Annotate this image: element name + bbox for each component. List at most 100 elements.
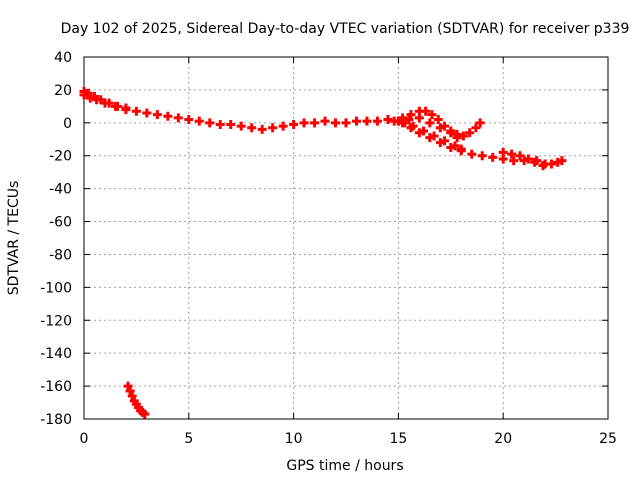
y-tick-label: -160 <box>40 379 72 395</box>
data-point <box>467 149 477 159</box>
data-point <box>247 123 257 133</box>
y-tick-label: -180 <box>40 412 72 428</box>
data-point <box>226 119 236 129</box>
data-point <box>127 391 137 401</box>
data-point <box>425 118 435 128</box>
data-point <box>131 106 141 116</box>
data-point <box>515 151 525 161</box>
data-point <box>140 409 150 419</box>
y-tick-label: 0 <box>63 116 72 132</box>
data-point <box>205 118 215 128</box>
data-point <box>398 118 408 128</box>
data-point <box>173 113 183 123</box>
y-tick-label: 40 <box>54 50 72 66</box>
data-point <box>331 118 341 128</box>
data-point <box>498 147 508 157</box>
data-point <box>523 154 533 164</box>
x-tick-label: 15 <box>389 431 407 447</box>
grid <box>84 57 608 419</box>
data-point <box>163 111 173 121</box>
data-point <box>123 381 133 391</box>
chart-title: Day 102 of 2025, Sidereal Day-to-day VTE… <box>61 21 630 37</box>
data-point <box>465 128 475 138</box>
data-point <box>289 119 299 129</box>
data-point <box>362 116 372 126</box>
series-low <box>123 381 150 419</box>
plot-frame <box>83 56 609 420</box>
data-point <box>320 116 330 126</box>
data-point <box>435 123 445 133</box>
y-axis-label: SDTVAR / TECUs <box>6 181 22 296</box>
data-point <box>458 131 468 141</box>
y-tick-label: -40 <box>49 182 72 198</box>
data-point <box>406 110 416 120</box>
data-point <box>427 110 437 120</box>
x-tick-label: 0 <box>80 431 89 447</box>
data-point <box>440 136 450 146</box>
data-point <box>268 123 278 133</box>
data-point <box>278 121 288 131</box>
data-point <box>475 118 485 128</box>
data-point <box>372 116 382 126</box>
data-point <box>125 386 135 396</box>
y-tick-label: -20 <box>49 149 72 165</box>
series-branch-4 <box>398 118 466 154</box>
data-point <box>104 98 114 108</box>
data-point <box>184 115 194 125</box>
data-point <box>341 118 351 128</box>
series-branch-3 <box>393 113 462 143</box>
data-point <box>488 152 498 162</box>
axes: 0 5 10 15 20 25 40 20 0 -20 -40 -60 -80 -100 -120 -140 -… <box>40 50 617 447</box>
data-point <box>446 128 456 138</box>
data-point <box>236 121 246 131</box>
data-point <box>452 133 462 143</box>
data-point <box>557 156 567 166</box>
data-point <box>121 103 131 113</box>
x-tick-label: 5 <box>184 431 193 447</box>
data-point <box>450 141 460 151</box>
series-end <box>546 156 567 169</box>
x-axis-label: GPS time / hours <box>286 458 403 474</box>
series-branch-5 <box>498 147 550 169</box>
x-tick-label: 25 <box>599 431 617 447</box>
data-point <box>507 149 517 159</box>
data-point <box>142 108 152 118</box>
x-tick-label: 10 <box>285 431 303 447</box>
y-tick-label: -60 <box>49 215 72 231</box>
data-point <box>477 151 487 161</box>
data-point <box>419 126 429 136</box>
data-point <box>351 116 361 126</box>
data-point <box>433 115 443 125</box>
series-markers <box>79 87 567 419</box>
data-point <box>429 131 439 141</box>
y-tick-label: 20 <box>54 83 72 99</box>
data-point <box>96 95 106 105</box>
y-tick-label: -100 <box>40 280 72 296</box>
data-point <box>383 115 393 125</box>
data-point <box>408 121 418 131</box>
data-point <box>404 115 414 125</box>
data-point <box>83 88 93 98</box>
data-point <box>89 91 99 101</box>
series-branch-1 <box>79 87 131 113</box>
data-point <box>152 110 162 120</box>
y-tick-label: -120 <box>40 313 72 329</box>
data-point <box>414 113 424 123</box>
data-point <box>310 118 320 128</box>
data-point <box>509 156 519 166</box>
data-point <box>257 124 267 134</box>
data-point <box>113 101 123 111</box>
x-tick-label: 20 <box>494 431 512 447</box>
data-point <box>299 118 309 128</box>
data-point <box>471 123 481 133</box>
data-point <box>421 106 431 116</box>
data-point <box>215 119 225 129</box>
y-tick-label: -80 <box>49 247 72 263</box>
y-tick-label: -140 <box>40 346 72 362</box>
data-point <box>194 116 204 126</box>
data-point <box>456 144 466 154</box>
data-point <box>546 159 556 169</box>
data-point <box>532 156 542 166</box>
